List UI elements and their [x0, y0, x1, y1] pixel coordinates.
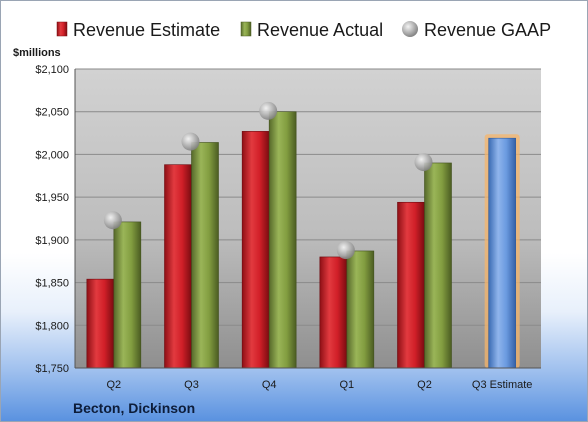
bar-revenue-actual	[346, 250, 375, 369]
y-tick-label: $1,950	[35, 192, 69, 204]
bar-revenue-estimate	[241, 131, 270, 369]
x-tick-label: Q2	[417, 379, 432, 391]
y-axis: $1,750 $1,800 $1,850 $1,900 $1,950 $2,000 $2,0…	[35, 64, 76, 375]
bar-revenue-actual	[424, 162, 452, 369]
marker-revenue-gaap	[103, 211, 122, 230]
marker-revenue-gaap	[336, 241, 355, 260]
y-tick-label: $1,850	[35, 278, 69, 290]
y-tick-label: $2,050	[35, 107, 69, 119]
marker-revenue-gaap	[259, 101, 278, 120]
legend-swatch-revenue-estimate	[56, 21, 68, 37]
marker-revenue-gaap	[181, 132, 200, 151]
bars	[86, 101, 520, 369]
legend-swatch-revenue-actual	[240, 21, 252, 37]
y-tick-label: $1,800	[35, 320, 69, 332]
x-tick-label: Q1	[339, 379, 354, 391]
y-tick-label: $1,750	[35, 363, 69, 375]
gridlines	[75, 68, 541, 369]
y-tick-label: $2,000	[35, 149, 69, 161]
y-tick-label: $1,900	[35, 235, 69, 247]
legend-marker-revenue-gaap	[402, 21, 418, 37]
y-axis-unit-label: $millions	[13, 47, 61, 59]
legend-label-revenue-gaap: Revenue GAAP	[424, 20, 551, 40]
x-axis: Q2 Q3 Q4 Q1 Q2 Q3 Estimate	[75, 367, 541, 391]
y-tick-label: $2,100	[35, 64, 69, 76]
bar-revenue-actual	[113, 221, 142, 369]
marker-revenue-gaap	[414, 153, 433, 172]
bar-revenue-estimate	[164, 164, 192, 369]
company-name: Becton, Dickinson	[73, 400, 195, 416]
bar-revenue-estimate	[86, 278, 115, 369]
x-tick-label: Q3 Estimate	[472, 379, 533, 391]
legend: Revenue Estimate Revenue Actual Revenue …	[56, 20, 551, 40]
x-tick-label: Q3	[184, 379, 199, 391]
bar-revenue-estimate	[397, 201, 425, 369]
bar-revenue-actual	[191, 142, 219, 369]
bar-revenue-estimate-upcoming	[488, 137, 516, 369]
bar-revenue-actual	[268, 111, 297, 369]
plot-area	[75, 69, 541, 368]
legend-label-revenue-estimate: Revenue Estimate	[73, 20, 220, 40]
bar-revenue-estimate	[319, 256, 348, 369]
x-tick-label: Q2	[106, 379, 121, 391]
legend-label-revenue-actual: Revenue Actual	[257, 20, 383, 40]
x-tick-label: Q4	[262, 379, 277, 391]
